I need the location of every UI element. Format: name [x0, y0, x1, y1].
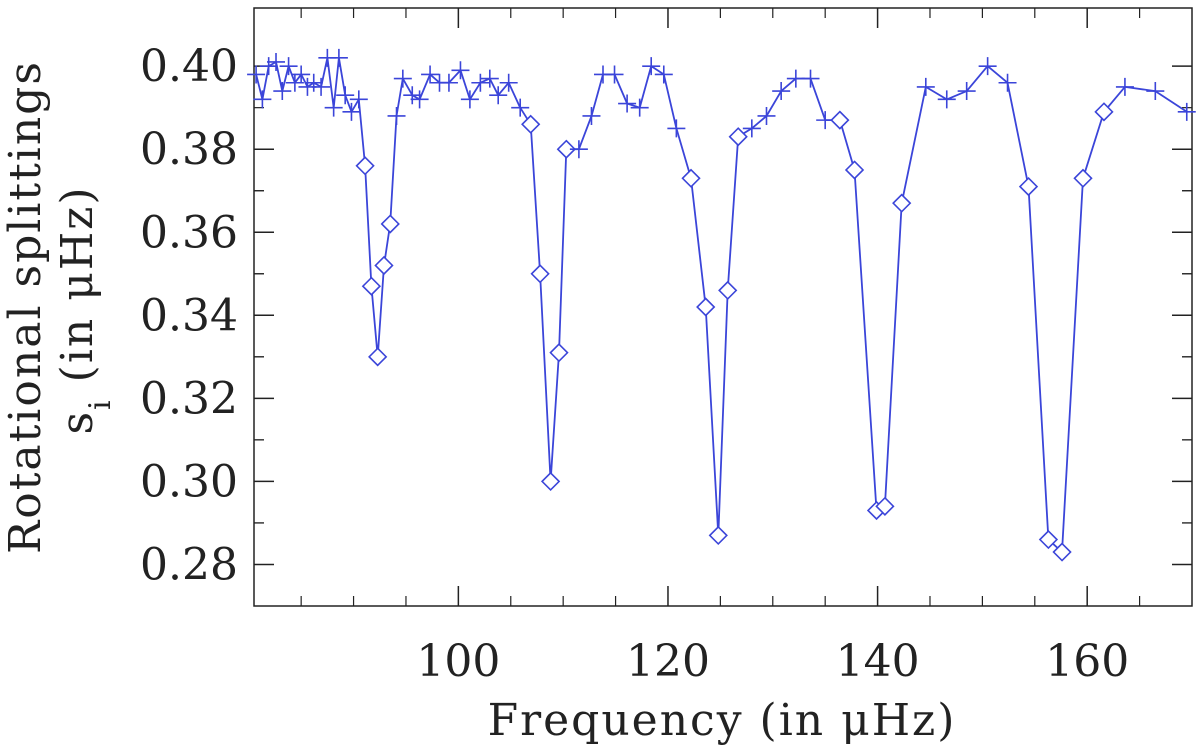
- data-point-plus: [410, 90, 429, 109]
- data-point-diamond: [844, 160, 865, 180]
- data-point-plus: [393, 69, 412, 88]
- x-tick-label: 160: [1045, 636, 1129, 687]
- x-tick-label: 100: [416, 636, 500, 687]
- data-point-plus: [742, 119, 761, 138]
- data-point-plus: [642, 57, 661, 76]
- data-point-plus: [349, 90, 368, 109]
- y-axis-title-unit: (in μHz): [52, 185, 103, 398]
- data-point-diamond: [830, 110, 850, 130]
- data-point-diamond: [549, 343, 569, 363]
- y-axis-title-line2: si (in μHz): [52, 185, 118, 434]
- data-point-diamond: [380, 214, 400, 234]
- data-point-plus: [605, 65, 624, 84]
- data-point-plus: [480, 69, 499, 88]
- data-point-diamond: [521, 114, 541, 134]
- data-point-plus: [247, 65, 266, 84]
- data-point-plus: [471, 73, 490, 92]
- data-point-plus: [312, 77, 331, 96]
- data-point-plus: [772, 82, 791, 101]
- data-point-plus: [324, 98, 343, 117]
- data-point-diamond: [708, 525, 728, 546]
- plot-frame: [253, 7, 1193, 607]
- data-point-plus: [667, 119, 686, 138]
- y-tick-label: 0.28: [140, 539, 238, 590]
- data-point-plus: [654, 65, 673, 84]
- y-tick-label: 0.34: [140, 290, 238, 341]
- data-point-diamond: [728, 127, 748, 147]
- data-point-diamond: [540, 471, 561, 492]
- y-axis-title-subscript: i: [83, 398, 118, 410]
- data-point-plus: [329, 48, 348, 67]
- data-point-diamond: [1038, 529, 1059, 550]
- data-point-plus: [1177, 102, 1196, 121]
- data-point-diamond: [355, 156, 375, 176]
- data-point-plus: [757, 106, 776, 125]
- data-point-diamond: [718, 280, 738, 301]
- data-point-plus: [253, 90, 272, 109]
- data-point-plus: [304, 73, 323, 92]
- data-point-plus: [978, 57, 997, 76]
- y-tick-label: 0.30: [140, 456, 238, 507]
- data-point-diamond: [361, 276, 382, 296]
- data-point-plus: [267, 52, 286, 71]
- data-point-plus: [279, 57, 298, 76]
- data-point-plus: [336, 86, 355, 105]
- data-point-plus: [451, 61, 470, 80]
- data-point-plus: [582, 106, 601, 125]
- data-point-diamond: [696, 297, 716, 317]
- data-point-diamond: [1094, 102, 1114, 122]
- data-point-plus: [957, 82, 976, 101]
- series: [247, 48, 1196, 562]
- axes: [253, 7, 1193, 607]
- data-point-plus: [937, 90, 956, 109]
- data-point-diamond: [368, 347, 388, 367]
- y-tick-label: 0.36: [140, 207, 238, 258]
- y-axis-title-symbol: s: [52, 410, 103, 435]
- ticks: 0.28 0.30 0.32 0.34 0.36 0.38 0.40 100 120 140 160: [140, 8, 1192, 687]
- data-point-plus: [998, 73, 1017, 92]
- y-axis-title-line1: Rotational splittings: [0, 60, 51, 554]
- data-point-plus: [569, 140, 588, 159]
- data-point-diamond: [892, 193, 912, 213]
- data-point-diamond: [1018, 176, 1039, 197]
- data-point-plus: [439, 73, 458, 92]
- y-tick-label: 0.38: [140, 124, 238, 175]
- data-point-plus: [630, 98, 649, 117]
- data-point-plus: [511, 98, 530, 117]
- x-axis-title: Frequency (in μHz): [488, 695, 957, 746]
- data-point-plus: [618, 94, 637, 113]
- data-point-plus: [801, 69, 820, 88]
- data-point-plus: [387, 106, 406, 125]
- x-tick-label: 120: [626, 636, 710, 687]
- data-point-diamond: [1052, 542, 1072, 562]
- data-point-plus: [403, 86, 422, 105]
- data-point-plus: [1146, 82, 1165, 101]
- data-point-plus: [1115, 77, 1134, 96]
- data-point-plus: [342, 102, 361, 121]
- data-point-plus: [499, 73, 518, 92]
- data-point-plus: [421, 65, 440, 84]
- data-point-plus: [460, 90, 479, 109]
- y-tick-label: 0.32: [140, 373, 238, 424]
- data-point-plus: [916, 77, 935, 96]
- y-tick-label: 0.40: [140, 41, 238, 92]
- data-point-diamond: [530, 264, 550, 284]
- data-point-diamond: [374, 255, 394, 276]
- data-point-diamond: [875, 496, 895, 516]
- data-point-plus: [489, 86, 508, 105]
- data-point-diamond: [556, 139, 576, 159]
- data-point-plus: [259, 57, 278, 76]
- data-point-diamond: [1073, 168, 1093, 188]
- data-point-plus: [273, 82, 292, 101]
- x-tick-label: 140: [836, 636, 920, 687]
- data-point-plus: [292, 65, 311, 84]
- data-point-diamond: [681, 168, 701, 188]
